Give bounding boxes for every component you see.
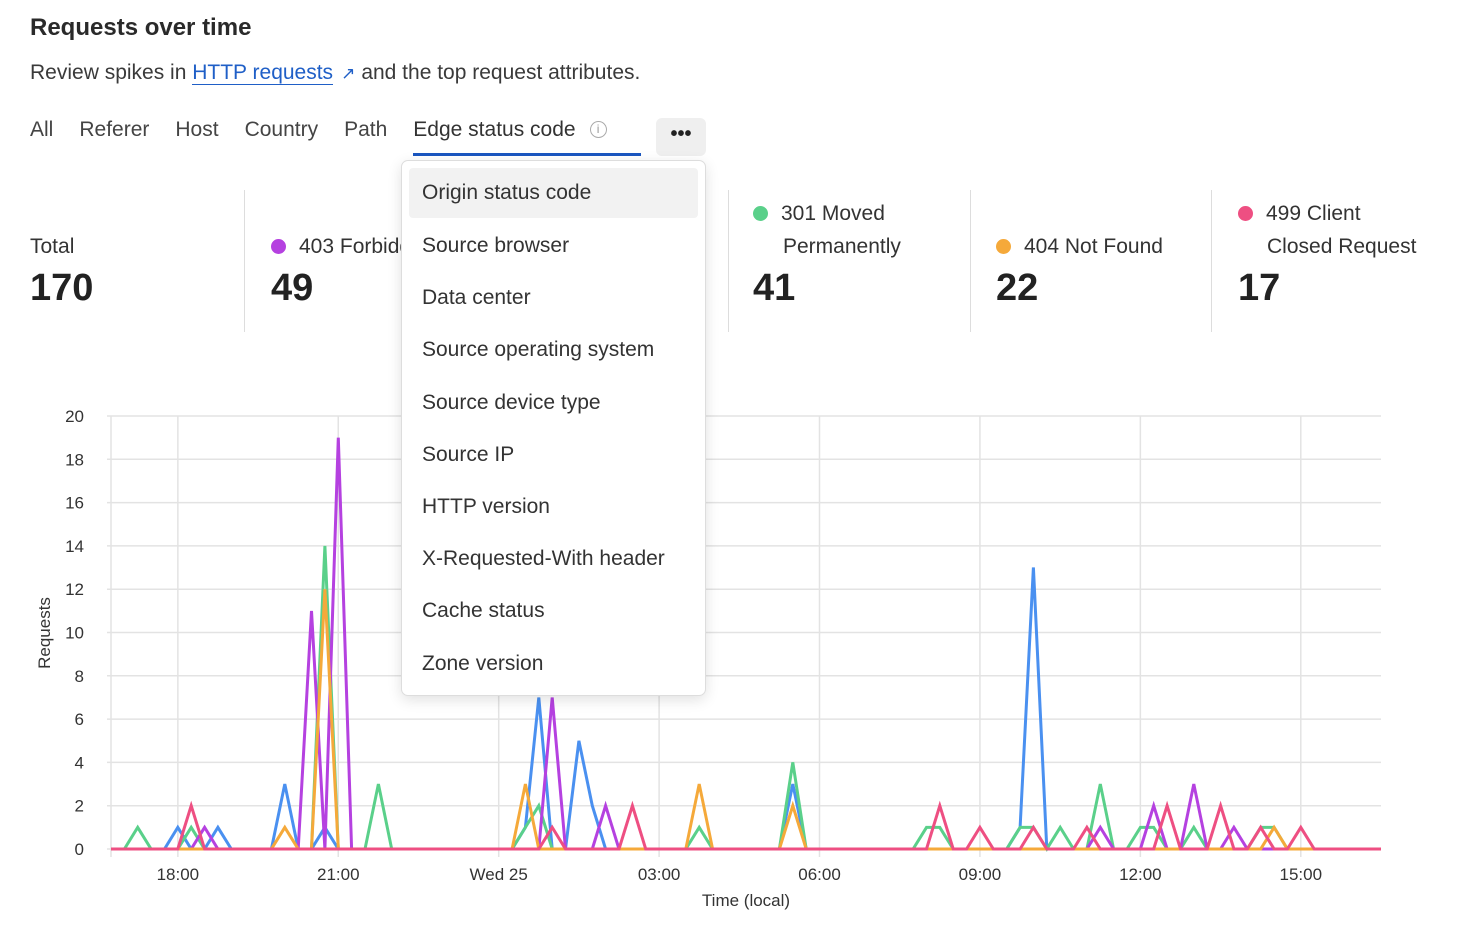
stat-value: 170 — [30, 267, 94, 309]
divider — [728, 190, 729, 332]
more-tabs-menu: Origin status code Source browser Data c… — [401, 160, 706, 696]
menu-item-data-center[interactable]: Data center — [422, 286, 531, 310]
y-tick-label: 8 — [75, 667, 84, 686]
desc-text-after: and the top request attributes. — [361, 61, 641, 84]
stat-404[interactable]: 404 Not Found 22 — [996, 230, 1163, 372]
menu-item-source-browser[interactable]: Source browser — [422, 234, 570, 257]
menu-item-x-requested-with[interactable]: X-Requested-With header — [422, 547, 665, 571]
menu-item-origin-status-code[interactable]: Origin status code — [409, 168, 698, 218]
info-icon[interactable]: i — [589, 120, 607, 138]
y-tick-label: 4 — [75, 753, 84, 772]
stat-label: 301 Moved — [781, 202, 885, 225]
y-tick-label: 10 — [65, 624, 84, 643]
y-tick-label: 12 — [65, 580, 84, 599]
tab-label: Edge status code — [413, 118, 576, 141]
menu-item-source-ip[interactable]: Source IP — [422, 442, 515, 466]
tab-all[interactable]: All — [30, 118, 54, 141]
stat-value: 17 — [1238, 267, 1281, 309]
y-tick-label: 6 — [75, 710, 84, 729]
menu-item-http-version[interactable]: HTTP version — [422, 494, 550, 518]
http-requests-link[interactable]: HTTP requests — [192, 61, 334, 85]
y-tick-label: 14 — [65, 537, 84, 556]
legend-dot — [996, 239, 1011, 254]
stat-label-2: Closed Request — [1267, 235, 1417, 258]
stat-499[interactable]: 499 Client Closed Request 17 — [1238, 197, 1416, 339]
tab-edge-status-code[interactable]: Edge status code i — [413, 118, 641, 156]
legend-dot — [1238, 206, 1253, 221]
divider — [970, 190, 971, 332]
stat-301[interactable]: 301 Moved Permanently 41 — [753, 197, 901, 339]
menu-item-cache-status[interactable]: Cache status — [422, 599, 545, 623]
x-tick-label: 18:00 — [157, 865, 200, 884]
tab-country[interactable]: Country — [244, 118, 319, 141]
menu-item-zone-version[interactable]: Zone version — [422, 651, 544, 675]
x-tick-label: Wed 25 — [470, 865, 528, 884]
tab-referer[interactable]: Referer — [79, 118, 150, 141]
x-tick-label: 06:00 — [798, 865, 841, 884]
stat-label: 403 Forbidden — [299, 235, 435, 258]
series-line-499-client-closed-request — [111, 800, 1381, 851]
stat-label: Total — [30, 235, 75, 258]
y-tick-label: 0 — [75, 840, 84, 859]
tab-bar: All Referer Host Country Path Edge statu… — [30, 118, 641, 156]
tab-host[interactable]: Host — [175, 118, 219, 141]
x-tick-label: 12:00 — [1119, 865, 1162, 884]
x-axis-title: Time (local) — [702, 891, 790, 910]
y-axis-title: Requests — [35, 597, 54, 669]
x-tick-label: 21:00 — [317, 865, 360, 884]
tab-path[interactable]: Path — [344, 118, 388, 141]
external-link-icon: ↗ — [341, 64, 356, 83]
menu-item-source-os[interactable]: Source operating system — [422, 338, 655, 362]
y-tick-label: 20 — [65, 407, 84, 426]
stat-label: 404 Not Found — [1024, 235, 1163, 258]
legend-dot — [271, 239, 286, 254]
legend-dot — [753, 206, 768, 221]
menu-item-source-device-type[interactable]: Source device type — [422, 390, 601, 414]
y-tick-label: 18 — [65, 450, 84, 469]
desc-text: Review spikes in — [30, 61, 193, 84]
stat-label: 499 Client — [1266, 202, 1361, 225]
stat-value: 22 — [996, 267, 1039, 309]
page-description: Review spikes in HTTP requests ↗ and the t… — [30, 61, 640, 85]
stat-total: Total 170 — [30, 230, 93, 372]
stat-403[interactable]: 403 Forbidden 49 — [271, 230, 434, 372]
stat-label-2: Permanently — [783, 235, 901, 258]
y-tick-label: 16 — [65, 494, 84, 513]
x-tick-label: 15:00 — [1280, 865, 1323, 884]
divider — [244, 190, 245, 332]
series-line-403-forbidden — [111, 437, 1381, 851]
divider — [1211, 190, 1212, 332]
page-title: Requests over time — [30, 14, 252, 41]
more-tabs-button[interactable]: ••• — [656, 118, 706, 156]
stat-value: 41 — [753, 267, 796, 309]
x-tick-label: 09:00 — [959, 865, 1002, 884]
stat-value: 49 — [271, 267, 314, 309]
x-tick-label: 03:00 — [638, 865, 681, 884]
y-tick-label: 2 — [75, 797, 84, 816]
